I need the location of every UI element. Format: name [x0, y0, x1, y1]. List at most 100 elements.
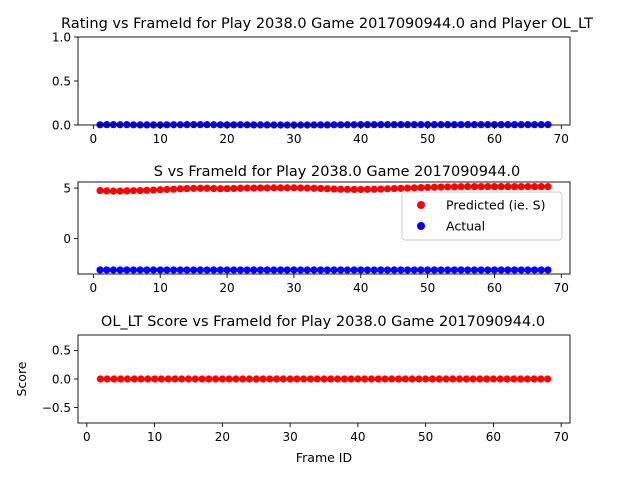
data-point	[530, 266, 539, 274]
data-point	[524, 266, 532, 274]
data-point	[149, 186, 158, 194]
data-point	[163, 185, 171, 194]
legend-entry: Actual	[446, 219, 485, 234]
data-point	[279, 375, 287, 383]
data-point	[283, 266, 291, 274]
x-tick-label: 60	[486, 430, 501, 444]
data-point	[116, 266, 124, 274]
data-point	[410, 184, 418, 192]
data-point	[266, 375, 274, 383]
x-tick-label: 70	[554, 430, 569, 444]
data-point	[470, 183, 479, 191]
data-point	[417, 184, 425, 192]
data-point	[252, 375, 260, 383]
data-point	[524, 183, 532, 191]
data-point	[323, 185, 331, 193]
data-point	[457, 266, 465, 274]
chart-title: OL_LT Score vs FrameId for Play 2038.0 G…	[101, 314, 545, 330]
data-point	[422, 375, 430, 383]
data-point	[523, 375, 531, 383]
data-point	[517, 266, 525, 274]
data-point	[263, 266, 271, 274]
data-point	[437, 183, 445, 191]
data-point	[239, 375, 247, 383]
subplot-1: Rating vs FrameId for Play 2038.0 Game 2…	[52, 16, 593, 146]
x-tick-label: 0	[83, 430, 91, 444]
data-point	[236, 266, 245, 274]
data-point	[149, 266, 158, 274]
data-point	[408, 375, 416, 383]
data-point	[198, 375, 206, 383]
data-point	[363, 266, 372, 274]
data-point	[283, 184, 291, 192]
data-point	[383, 266, 392, 274]
data-point	[350, 185, 358, 194]
data-point	[313, 375, 321, 383]
data-point	[256, 266, 265, 274]
data-point	[343, 266, 351, 274]
data-point	[489, 375, 498, 383]
data-point	[367, 375, 376, 383]
data-point	[270, 266, 278, 274]
x-tick-label: 70	[554, 132, 569, 146]
data-point	[483, 375, 491, 383]
data-point	[361, 375, 369, 383]
x-tick-label: 20	[215, 430, 230, 444]
x-tick-label: 40	[350, 430, 365, 444]
data-point	[216, 266, 224, 274]
data-point	[442, 375, 450, 383]
data-point	[123, 266, 131, 274]
data-point	[354, 375, 362, 383]
data-point	[497, 266, 505, 274]
legend-marker	[417, 201, 425, 209]
data-point	[370, 185, 378, 193]
axes-frame	[77, 181, 571, 275]
data-point	[437, 266, 445, 274]
legend-box	[401, 191, 563, 241]
data-point	[490, 266, 499, 274]
data-point	[303, 266, 311, 274]
data-point	[317, 266, 325, 274]
data-point	[110, 375, 118, 383]
x-tick-label: 10	[153, 281, 168, 295]
series-1	[96, 183, 552, 195]
data-point	[256, 184, 265, 192]
data-point	[143, 186, 151, 194]
data-point	[136, 266, 144, 274]
data-point	[230, 266, 238, 274]
data-point	[320, 375, 328, 383]
data-point	[232, 375, 240, 383]
data-point	[218, 375, 226, 383]
data-point	[171, 375, 179, 383]
data-point	[297, 266, 305, 274]
data-point	[123, 187, 131, 195]
x-tick-label: 40	[353, 132, 368, 146]
data-point	[286, 375, 294, 383]
y-tick-label: 0	[63, 232, 71, 246]
x-tick-label: 30	[282, 430, 297, 444]
data-point	[449, 375, 457, 383]
y-tick-label: 0.0	[52, 372, 71, 386]
legend: Predicted (ie. S) Actual	[401, 191, 563, 241]
data-point	[390, 184, 398, 193]
x-tick-label: 20	[219, 281, 234, 295]
series-1	[96, 375, 552, 383]
x-tick-label: 40	[353, 281, 368, 295]
data-point	[116, 187, 124, 195]
data-point	[484, 183, 492, 191]
data-point	[381, 375, 389, 383]
data-point	[517, 183, 525, 191]
series-2	[96, 266, 552, 274]
x-axis-label: Frame ID	[296, 450, 352, 465]
data-point	[377, 266, 385, 274]
data-point	[330, 266, 338, 274]
data-point	[109, 266, 118, 274]
data-point	[450, 183, 458, 191]
data-point	[357, 185, 365, 194]
data-point	[537, 266, 545, 274]
data-point	[290, 266, 298, 274]
data-point	[163, 266, 171, 274]
data-point	[117, 375, 125, 383]
data-point	[156, 186, 164, 194]
data-point	[544, 266, 552, 274]
